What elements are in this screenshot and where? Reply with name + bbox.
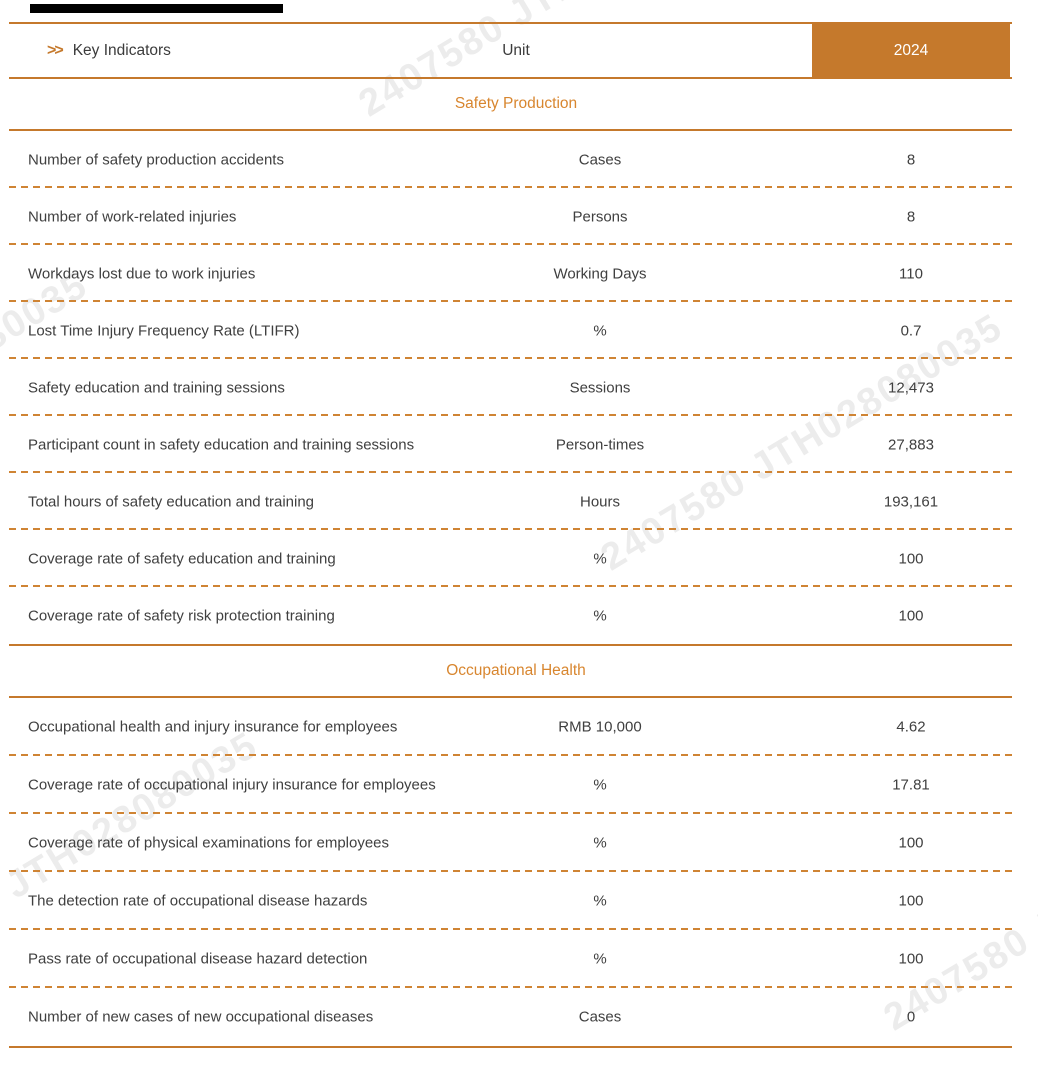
section-title: Occupational Health [446, 662, 586, 679]
dashed-row-separator [9, 186, 1012, 188]
value-cell: 8 [906, 151, 916, 168]
section-bottom-border [9, 644, 1012, 646]
dashed-row-separator [9, 928, 1012, 930]
table-bottom-border [9, 1046, 1012, 1048]
table-row: Workdays lost due to work injuries Worki… [9, 245, 1012, 302]
unit-cell: Cases [578, 1008, 622, 1026]
section-title-underline [9, 696, 1012, 698]
indicator-label: Pass rate of occupational disease hazard… [28, 950, 368, 968]
unit-cell: % [593, 322, 607, 339]
value-cell: 0.7 [900, 322, 922, 339]
redaction-bar [30, 4, 283, 13]
table-row: Coverage rate of physical examinations f… [9, 814, 1012, 872]
value-cell: 27,883 [888, 436, 934, 453]
indicator-label: Coverage rate of safety education and tr… [28, 550, 336, 567]
unit-cell: Working Days [553, 265, 647, 282]
table-row: Number of new cases of new occupational … [9, 988, 1012, 1046]
value-cell: 12,473 [888, 379, 934, 396]
unit-cell: % [593, 834, 607, 852]
section-safety-production: Safety Production Number of safety produ… [9, 79, 1012, 646]
table-header-row: >> Key Indicators Unit 2024 [9, 22, 1012, 79]
dashed-row-separator [9, 414, 1012, 416]
dashed-row-separator [9, 812, 1012, 814]
value-cell: 100 [898, 834, 924, 852]
dashed-row-separator [9, 357, 1012, 359]
indicator-label: Occupational health and injury insurance… [28, 718, 398, 736]
table-row: Lost Time Injury Frequency Rate (LTIFR) … [9, 302, 1012, 359]
unit-cell: % [593, 892, 607, 910]
section-title: Safety Production [454, 95, 578, 112]
unit-cell: % [593, 607, 607, 624]
header-bottom-border [9, 77, 1012, 79]
indicator-label: Safety education and training sessions [28, 379, 285, 396]
indicator-label: Coverage rate of occupational injury ins… [28, 776, 436, 794]
section-rows: Number of safety production accidents Ca… [9, 131, 1012, 644]
indicator-label: Participant count in safety education an… [28, 436, 415, 453]
double-chevron-icon: >> [47, 41, 64, 59]
indicator-label: Workdays lost due to work injuries [28, 265, 256, 282]
table-row: Participant count in safety education an… [9, 416, 1012, 473]
table-row: The detection rate of occupational disea… [9, 872, 1012, 930]
table-row: Coverage rate of occupational injury ins… [9, 756, 1012, 814]
value-cell: 110 [899, 265, 923, 282]
dashed-row-separator [9, 754, 1012, 756]
dashed-row-separator [9, 870, 1012, 872]
indicator-label: Coverage rate of safety risk protection … [28, 607, 335, 624]
indicator-label: The detection rate of occupational disea… [28, 892, 368, 910]
value-cell: 100 [898, 550, 924, 567]
table-row: Safety education and training sessions S… [9, 359, 1012, 416]
value-cell: 193,161 [883, 493, 939, 510]
dashed-row-separator [9, 986, 1012, 988]
unit-cell: Hours [579, 493, 620, 510]
dashed-row-separator [9, 300, 1012, 302]
unit-cell: RMB 10,000 [558, 718, 642, 736]
table-row: Number of safety production accidents Ca… [9, 131, 1012, 188]
value-cell: 100 [898, 950, 924, 968]
section-title-underline [9, 129, 1012, 131]
header-left-group: >> Key Indicators [47, 24, 171, 77]
value-cell: 100 [898, 892, 924, 910]
key-indicators-table: >> Key Indicators Unit 2024 Safety Produ… [9, 22, 1012, 1048]
dashed-row-separator [9, 243, 1012, 245]
value-cell: 4.62 [896, 718, 926, 736]
value-cell: 17.81 [892, 776, 930, 794]
table-row: Number of work-related injuries Persons … [9, 188, 1012, 245]
dashed-row-separator [9, 585, 1012, 587]
table-row: Coverage rate of safety risk protection … [9, 587, 1012, 644]
unit-column-header: Unit [502, 41, 530, 59]
section-occupational-health: Occupational Health Occupational health … [9, 646, 1012, 1048]
table-row: Pass rate of occupational disease hazard… [9, 930, 1012, 988]
unit-cell: Cases [578, 151, 622, 168]
table-row: Occupational health and injury insurance… [9, 698, 1012, 756]
unit-cell: % [593, 950, 607, 968]
indicator-label: Number of safety production accidents [28, 151, 284, 168]
value-cell: 100 [898, 607, 924, 624]
indicator-label: Lost Time Injury Frequency Rate (LTIFR) [28, 322, 300, 339]
dashed-row-separator [9, 471, 1012, 473]
value-cell: 8 [906, 208, 916, 225]
table-row: Coverage rate of safety education and tr… [9, 530, 1012, 587]
key-indicators-header: Key Indicators [72, 41, 171, 59]
year-header-cell: 2024 [812, 22, 1010, 79]
value-cell: 0 [906, 1008, 916, 1026]
unit-cell: % [593, 550, 607, 567]
unit-cell: Persons [572, 208, 628, 225]
indicator-label: Coverage rate of physical examinations f… [28, 834, 390, 852]
table-top-border [9, 22, 1012, 24]
indicator-label: Number of work-related injuries [28, 208, 237, 225]
section-rows: Occupational health and injury insurance… [9, 698, 1012, 1046]
dashed-row-separator [9, 528, 1012, 530]
unit-cell: Person-times [555, 436, 645, 453]
indicator-label: Number of new cases of new occupational … [28, 1008, 374, 1026]
unit-cell: % [593, 776, 607, 794]
table-row: Total hours of safety education and trai… [9, 473, 1012, 530]
indicator-label: Total hours of safety education and trai… [28, 493, 315, 510]
unit-cell: Sessions [569, 379, 631, 396]
